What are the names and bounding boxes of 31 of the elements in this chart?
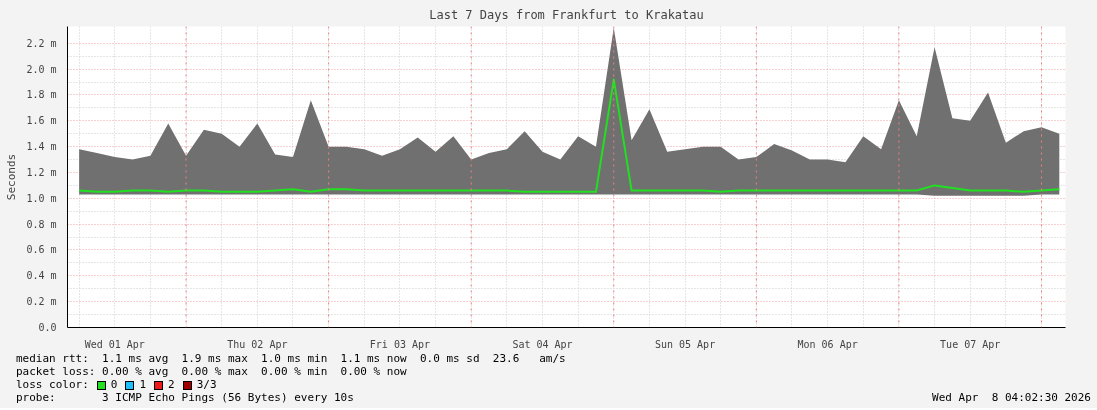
line-series	[78, 78, 1061, 193]
y-tick-label: 0.6 m	[26, 244, 57, 256]
y-tick-label: 0.2 m	[26, 296, 57, 308]
y-tick-label: 0.4 m	[26, 270, 57, 282]
legend-label: 0	[110, 378, 118, 391]
chart-title: Last 7 Days from Frankfurt to Krakatau	[429, 7, 704, 22]
x-tick-label: Sun 05 Apr	[654, 338, 716, 350]
x-tick-label: Wed 01 Apr	[84, 338, 145, 350]
y-tick-label: 2.0 m	[26, 63, 57, 75]
y-tick-label: 1.0 m	[26, 192, 57, 204]
legend-title: loss color:	[16, 378, 89, 391]
y-tick-label: 1.6 m	[26, 115, 57, 127]
legend-label: 1	[139, 378, 147, 391]
legend-label: 2	[168, 378, 175, 391]
text: probe: 3 ICMP Echo Pings (56 Bytes) every 10s	[16, 391, 354, 404]
legend-label: 3/3	[196, 378, 217, 391]
y-tick-label: 1.2 m	[26, 166, 57, 178]
x-tick-label: Fri 03 Apr	[369, 338, 431, 350]
x-tick-label: Mon 06 Apr	[797, 338, 858, 350]
y-tick-label: 2.2 m	[26, 37, 57, 49]
text: median rtt: 1.1 ms avg 1.9 ms max 1.0 ms min 1.1 ms now 0.0 ms sd 23.6 am/s	[16, 352, 567, 365]
x-tick-label: Tue 07 Apr	[940, 338, 1001, 350]
text: packet loss: 0.00 % avg 0.00 % max 0.00 % min 0.00 % now	[16, 365, 408, 378]
y-tick-label: 1.4 m	[26, 141, 57, 153]
y-tick-label: 0.0	[38, 322, 57, 333]
y-axis-title: Seconds	[5, 153, 19, 201]
text: Wed Apr 8 04:02:30 2026	[932, 391, 1091, 404]
y-tick-label: 1.8 m	[26, 89, 57, 101]
x-tick-label: Thu 02 Apr	[227, 338, 288, 350]
x-tick-label: Sat 04 Apr	[512, 338, 573, 350]
y-tick-label: 0.8 m	[26, 218, 57, 230]
